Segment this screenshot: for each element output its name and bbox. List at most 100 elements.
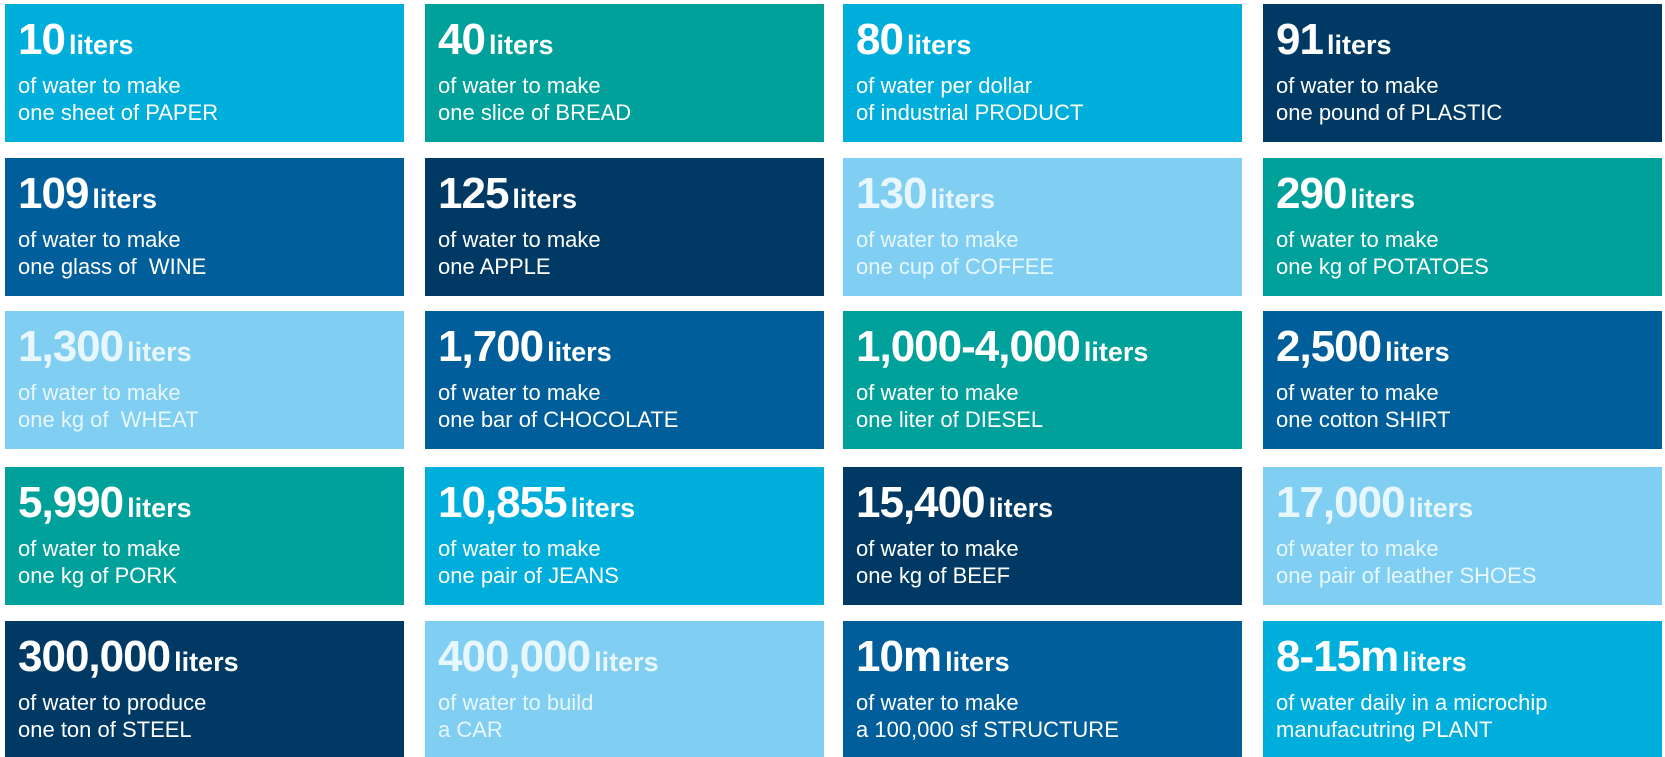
stat-tile: 40 liters of water to make one slice of BRE… — [425, 4, 824, 142]
tile-unit: liters — [1385, 337, 1450, 367]
tile-unit: liters — [570, 493, 636, 523]
stat-tile: 5,990 liters of water to make one kg of POR… — [5, 467, 404, 605]
tile-unit: liters — [174, 647, 239, 677]
stat-tile: 10m liters of water to make a 100,000 sf ST… — [843, 621, 1242, 757]
tile-line: one glass of WINE — [18, 254, 207, 279]
tile-line: of water per dollar — [856, 73, 1033, 98]
tile-unit: liters — [594, 647, 659, 677]
tile-number: 1,700 — [438, 322, 544, 371]
stat-tile: 80 liters of water per dollar of industrial… — [843, 4, 1242, 142]
stat-tile: 17,000 liters of water to make one pair of … — [1263, 467, 1662, 605]
tile-line: one pair of JEANS — [438, 563, 619, 588]
tile-line: one kg of WHEAT — [18, 407, 199, 432]
tile-line: one kg of PORK — [18, 563, 177, 588]
tile-line: of industrial PRODUCT — [856, 100, 1084, 125]
tile-line: of water to make — [438, 536, 601, 561]
stat-tile: 125 liters of water to make one APPLE — [425, 158, 824, 296]
tile-line: of water to make — [856, 380, 1019, 405]
tile-line: of water to make — [856, 536, 1019, 561]
tile-unit: liters — [1326, 30, 1392, 60]
tile-line: of water to make — [18, 73, 181, 98]
tile-line: manufacutring PLANT — [1276, 717, 1493, 742]
tile-unit: liters — [1402, 647, 1467, 677]
stat-tile: 91 liters of water to make one pound of PLA… — [1263, 4, 1662, 142]
stat-tile: 10 liters of water to make one sheet of PAP… — [5, 4, 404, 142]
tile-line: one cotton SHIRT — [1276, 407, 1451, 432]
tile-line: one ton of STEEL — [18, 717, 192, 742]
tile-heading: 17,000 liters — [1276, 481, 1662, 535]
tile-number: 10 — [18, 15, 66, 64]
tile-number: 17,000 — [1276, 478, 1406, 527]
stat-tile: 10,855 liters of water to make one pair of … — [425, 467, 824, 605]
tile-heading: 1,700 liters — [438, 325, 824, 379]
tile-line: of water to make — [1276, 227, 1439, 252]
tile-line: a CAR — [438, 717, 503, 742]
tile-unit: liters — [906, 30, 972, 60]
tile-number: 8-15m — [1276, 632, 1399, 681]
tile-heading: 10m liters — [856, 635, 1242, 689]
tile-number: 1,000-4,000 — [856, 322, 1081, 371]
tile-line: of water to make — [18, 227, 181, 252]
tile-number: 130 — [856, 169, 927, 218]
stat-tile: 1,300 liters of water to make one kg of WHE… — [5, 311, 404, 449]
tile-unit: liters — [988, 493, 1054, 523]
tile-line: one liter of DIESEL — [856, 407, 1044, 432]
stat-tile: 15,400 liters of water to make one kg of BE… — [843, 467, 1242, 605]
tile-line: one kg of BEEF — [856, 563, 1011, 588]
stat-tile: 1,000-4,000 liters of water to make one lit… — [843, 311, 1242, 449]
tile-line: of water to make — [438, 380, 601, 405]
tile-line: of water to make — [1276, 380, 1439, 405]
tile-line: one pound of PLASTIC — [1276, 100, 1503, 125]
stat-tile: 300,000 liters of water to produce one ton … — [5, 621, 404, 757]
tile-line: a 100,000 sf STRUCTURE — [856, 717, 1119, 742]
tile-heading: 8-15m liters — [1276, 635, 1662, 689]
tile-heading: 109 liters — [18, 172, 404, 226]
stat-tile: 400,000 liters of water to build a CAR — [425, 621, 824, 757]
tile-heading: 2,500 liters — [1276, 325, 1662, 379]
tile-unit: liters — [127, 493, 192, 523]
tile-line: of water to make — [18, 380, 181, 405]
tile-unit: liters — [1350, 184, 1415, 214]
tile-number: 2,500 — [1276, 322, 1382, 371]
tile-number: 80 — [856, 15, 904, 64]
stat-tile: 130 liters of water to make one cup of COFF… — [843, 158, 1242, 296]
tile-heading: 80 liters — [856, 18, 1242, 72]
stat-tile: 1,700 liters of water to make one bar of CH… — [425, 311, 824, 449]
tile-heading: 130 liters — [856, 172, 1242, 226]
tile-number: 10m — [856, 632, 942, 681]
tile-line: one kg of POTATOES — [1276, 254, 1489, 279]
tile-heading: 10,855 liters — [438, 481, 824, 535]
tile-line: one sheet of PAPER — [18, 100, 219, 125]
tile-number: 1,300 — [18, 322, 124, 371]
stat-tile: 2,500 liters of water to make one cotton SH… — [1263, 311, 1662, 449]
tile-number: 300,000 — [18, 632, 171, 681]
tile-unit: liters — [1408, 493, 1474, 523]
tile-line: of water to produce — [18, 690, 207, 715]
tile-line: of water to make — [1276, 536, 1439, 561]
tile-heading: 1,000-4,000 liters — [856, 325, 1242, 379]
tile-line: of water to make — [856, 690, 1019, 715]
tile-unit: liters — [68, 30, 134, 60]
tile-line: of water to build — [438, 690, 594, 715]
tile-heading: 5,990 liters — [18, 481, 404, 535]
tile-line: of water to make — [856, 227, 1019, 252]
stat-tile: 109 liters of water to make one glass of WI… — [5, 158, 404, 296]
tile-line: of water to make — [1276, 73, 1439, 98]
tile-line: of water to make — [18, 536, 181, 561]
tile-line: one slice of BREAD — [438, 100, 632, 125]
tile-unit: liters — [92, 184, 157, 214]
tile-unit: liters — [127, 337, 192, 367]
tile-line: one cup of COFFEE — [856, 254, 1055, 279]
tile-line: of water to make — [438, 73, 601, 98]
tile-unit: liters — [512, 184, 577, 214]
tile-heading: 1,300 liters — [18, 325, 404, 379]
tile-unit: liters — [547, 337, 612, 367]
tile-heading: 125 liters — [438, 172, 824, 226]
stat-tile: 290 liters of water to make one kg of POTAT… — [1263, 158, 1662, 296]
tile-heading: 300,000 liters — [18, 635, 404, 689]
tile-heading: 40 liters — [438, 18, 824, 72]
tile-heading: 10 liters — [18, 18, 404, 72]
tile-line: one bar of CHOCOLATE — [438, 407, 679, 432]
tile-unit: liters — [1083, 337, 1149, 367]
